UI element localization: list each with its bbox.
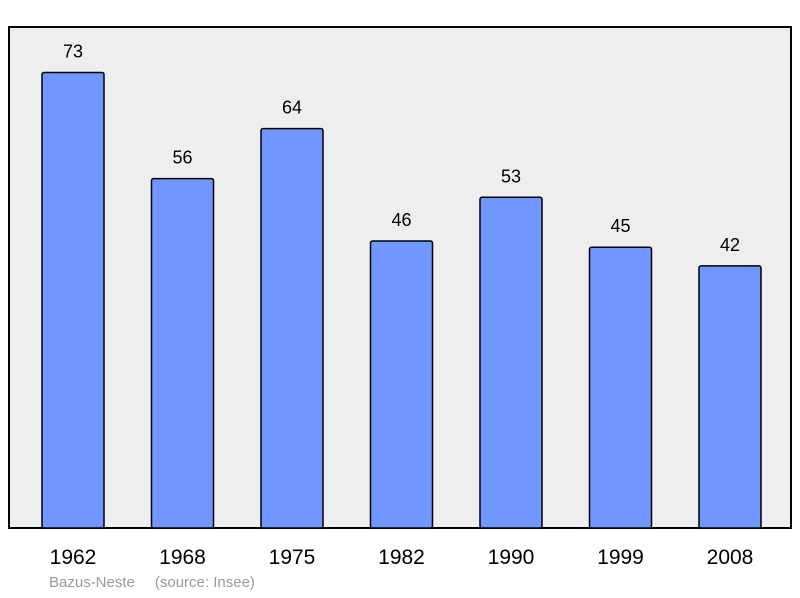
data-label-1962: 73 <box>63 42 83 62</box>
bar-1968 <box>150 177 215 529</box>
data-label-2008: 42 <box>720 235 740 255</box>
bars-group <box>41 71 762 529</box>
x-tick-label-1962: 1962 <box>50 546 97 569</box>
bar-2008 <box>698 265 762 529</box>
data-label-1999: 45 <box>610 216 630 236</box>
bar-1990 <box>479 196 543 529</box>
chart-caption: Bazus-Neste (source: Insee) <box>49 574 255 591</box>
x-tick-label-2008: 2008 <box>707 546 754 569</box>
x-tick-label-1982: 1982 <box>378 546 425 569</box>
x-tick-label-1999: 1999 <box>597 546 644 569</box>
x-tick-label-1968: 1968 <box>159 546 206 569</box>
x-tick-label-1975: 1975 <box>269 546 316 569</box>
bar-1962 <box>41 71 105 529</box>
bar-1975 <box>260 127 324 529</box>
data-label-1968: 56 <box>172 148 192 168</box>
caption-place: Bazus-Neste <box>49 574 135 591</box>
data-label-1990: 53 <box>501 166 521 186</box>
data-label-1975: 64 <box>282 98 302 118</box>
data-label-1982: 46 <box>391 210 411 230</box>
bar-1999 <box>588 246 653 529</box>
x-tick-labels-group: 1962 1968 1975 1982 1990 1999 2008 <box>50 546 754 569</box>
x-tick-label-1990: 1990 <box>488 546 535 569</box>
bar-1982 <box>369 240 434 529</box>
caption-source: (source: Insee) <box>154 574 255 591</box>
data-labels-group: 73 56 64 46 53 45 42 <box>63 42 740 255</box>
